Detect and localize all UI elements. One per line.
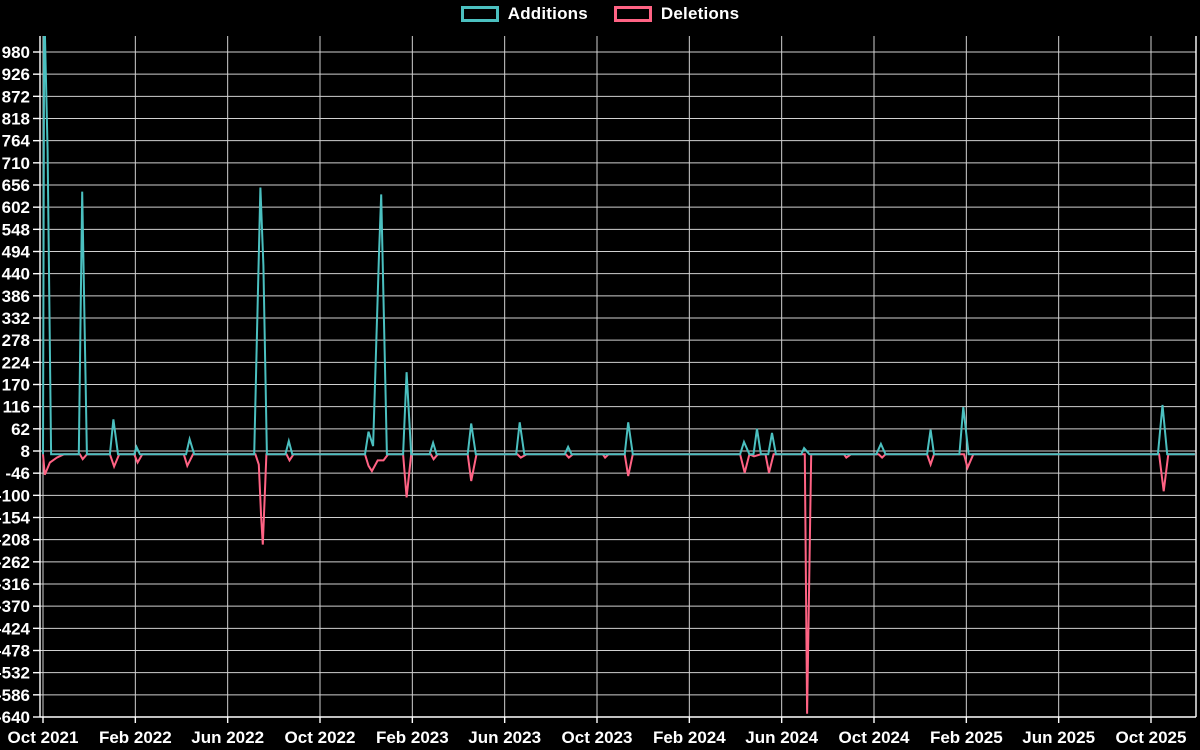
x-axis-label: Oct 2021 [8, 728, 79, 747]
y-axis-label: -100 [0, 486, 30, 505]
y-axis-label: 980 [2, 43, 30, 62]
y-axis-label: -208 [0, 531, 30, 550]
x-axis-label: Jun 2025 [1022, 728, 1095, 747]
x-axis-label: Oct 2025 [1116, 728, 1187, 747]
x-axis-label: Feb 2024 [653, 728, 726, 747]
y-axis-label: -262 [0, 553, 30, 572]
y-axis-labels: 980 926 872 818 764 710 656 602 548 494 440 386 332 2… [0, 43, 31, 727]
x-axis-label: Jun 2024 [745, 728, 818, 747]
y-axis-label: -586 [0, 686, 30, 705]
y-axis-label: 8 [21, 442, 30, 461]
y-axis-label: 602 [2, 198, 30, 217]
y-axis-label: 548 [2, 220, 30, 239]
y-axis-label: 872 [2, 87, 30, 106]
y-axis-label: -370 [0, 597, 30, 616]
y-axis-label: -316 [0, 575, 30, 594]
y-axis-label: 764 [2, 132, 31, 151]
y-axis-label: 710 [2, 154, 30, 173]
y-axis-label: 170 [2, 376, 30, 395]
y-axis-label: 656 [2, 176, 30, 195]
deletions-legend-swatch [613, 6, 652, 22]
x-axis-label: Jun 2023 [468, 728, 541, 747]
y-axis-label: -532 [0, 664, 30, 683]
gridlines [40, 36, 1196, 718]
y-axis-label: 116 [3, 398, 30, 417]
y-axis-label: -640 [0, 708, 30, 727]
y-axis-label: 818 [2, 110, 30, 129]
additions-line [42, 36, 1195, 456]
x-axis-label: Jun 2022 [191, 728, 264, 747]
legend-item-deletions[interactable]: Deletions [613, 4, 740, 24]
x-axis-labels: Oct 2021 Feb 2022 Jun 2022 Oct 2022 Feb 2023… [8, 728, 1187, 747]
y-axis-label: 386 [2, 287, 30, 306]
axes [33, 36, 1197, 723]
x-axis-label: Oct 2022 [285, 728, 356, 747]
y-axis-label: -46 [5, 464, 30, 483]
y-axis-label: -478 [0, 642, 30, 661]
additions-legend-label: Additions [507, 4, 588, 23]
series-lines [42, 36, 1195, 714]
y-axis-label: 440 [2, 265, 30, 284]
y-axis-label: 332 [2, 309, 30, 328]
y-axis-label: -424 [0, 619, 31, 638]
x-axis-label: Feb 2022 [99, 728, 172, 747]
x-axis-label: Oct 2024 [839, 728, 910, 747]
y-axis-label: 494 [2, 243, 31, 262]
y-axis-label: 278 [2, 331, 30, 350]
y-axis-label: 62 [11, 420, 30, 439]
y-axis-label: -154 [0, 509, 31, 528]
y-axis-label: 224 [2, 353, 31, 372]
additions-legend-swatch [460, 6, 499, 22]
chart-legend: Additions Deletions [0, 4, 1200, 24]
x-axis-label: Oct 2023 [562, 728, 633, 747]
y-axis-label: 926 [2, 65, 30, 84]
deletions-legend-label: Deletions [660, 4, 740, 23]
x-axis-label: Feb 2023 [376, 728, 449, 747]
legend-item-additions[interactable]: Additions [460, 4, 588, 24]
x-axis-label: Feb 2025 [930, 728, 1003, 747]
